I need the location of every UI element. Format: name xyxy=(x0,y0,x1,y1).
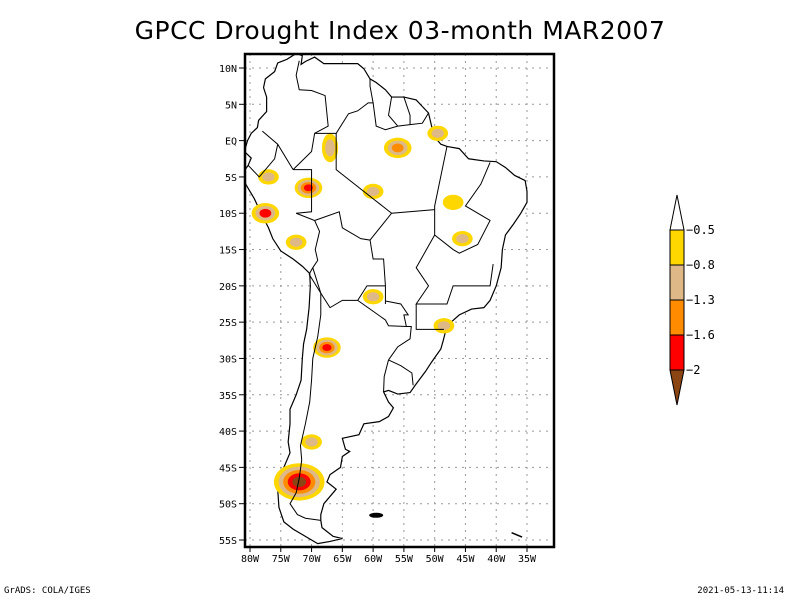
lat-tick-label: 55S xyxy=(219,536,237,547)
contour-level xyxy=(366,186,380,197)
drought-area-patagonia-north xyxy=(301,434,322,450)
lat-tick-label: 20S xyxy=(219,282,237,293)
lat-tick-label: 30S xyxy=(219,354,237,365)
drought-area-peru-central xyxy=(251,203,280,224)
south-america-land xyxy=(245,54,528,545)
lat-tick-label: EQ xyxy=(225,137,237,148)
border-line xyxy=(292,60,329,171)
drought-area-north-amazon xyxy=(321,133,339,163)
contour-level xyxy=(442,194,464,210)
drought-area-paraguay-chaco xyxy=(362,289,384,305)
falkland-islands xyxy=(369,512,384,518)
lon-tick-label: 35W xyxy=(518,554,537,565)
contour-level xyxy=(262,172,275,182)
longitude-axis: 80W 75W 70W 65W 60W 55W 50W 45W 40W 35W xyxy=(241,547,537,565)
lat-tick-label: 15S xyxy=(219,246,237,257)
lat-tick-label: 50S xyxy=(219,500,237,511)
country-borders xyxy=(247,60,523,538)
border-line xyxy=(415,234,494,305)
legend-label: −1.6 xyxy=(686,328,715,342)
border-line xyxy=(434,146,491,254)
border-line xyxy=(335,133,392,214)
drought-area-bahia-west xyxy=(452,230,473,247)
drought-area-amazon-east xyxy=(362,183,384,200)
contour-level xyxy=(289,237,303,247)
contour-level xyxy=(431,128,444,138)
lon-tick-label: 45W xyxy=(456,554,475,565)
lon-tick-label: 70W xyxy=(303,554,322,565)
lon-tick-label: 55W xyxy=(395,554,414,565)
legend-bin xyxy=(669,334,685,371)
border-line xyxy=(314,78,374,134)
drought-area-santa-catarina xyxy=(433,318,455,334)
legend-bin-top xyxy=(669,194,685,231)
border-line xyxy=(383,359,389,392)
lat-tick-label: 40S xyxy=(219,427,237,438)
contour-level xyxy=(366,292,380,302)
legend-label: −0.8 xyxy=(686,258,715,272)
lat-tick-label: 35S xyxy=(219,391,237,402)
latitude-axis: 10N 5N EQ 5S 10S 15S 20S 25S 30S 35S 40S 45S 50S 55S xyxy=(219,64,245,547)
drought-area-central-amazon xyxy=(294,177,323,199)
drought-area-para-north xyxy=(383,137,412,159)
border-line xyxy=(387,96,399,127)
lon-tick-label: 60W xyxy=(364,554,383,565)
grads-credit: GrADS: COLA/IGES xyxy=(4,586,91,596)
drought-area-patagonia-south xyxy=(273,463,325,501)
south-georgia xyxy=(511,532,523,538)
colorbar-legend: −0.5 −0.8 −1.3 −1.6 −2 xyxy=(669,194,715,406)
legend-bin xyxy=(669,229,685,266)
drought-area-tocantins xyxy=(442,194,464,210)
contour-level xyxy=(292,476,307,488)
lon-tick-label: 65W xyxy=(333,554,352,565)
legend-bin xyxy=(669,299,685,336)
drought-area-argentina-nw xyxy=(313,337,341,358)
legend-bin xyxy=(669,264,685,301)
lat-tick-label: 10S xyxy=(219,209,237,220)
border-line xyxy=(247,144,279,178)
contour-level xyxy=(437,321,451,331)
map-frame xyxy=(243,52,556,549)
contour-level xyxy=(305,437,318,447)
drought-area-amapa xyxy=(427,125,449,142)
border-line xyxy=(403,96,411,125)
contour-level xyxy=(303,184,314,192)
legend-label: −2 xyxy=(686,363,700,377)
legend-label: −0.5 xyxy=(686,223,715,237)
border-line xyxy=(415,304,444,330)
lat-tick-label: 5S xyxy=(225,173,237,184)
legend-bin-bottom xyxy=(669,369,685,406)
lat-tick-label: 10N xyxy=(219,64,237,75)
lat-tick-label: 5N xyxy=(225,100,237,111)
drought-contours xyxy=(251,125,473,501)
coastline xyxy=(245,54,528,545)
contour-level xyxy=(391,143,404,153)
border-line xyxy=(388,359,414,386)
border-line xyxy=(289,273,322,521)
map-title: GPCC Drought Index 03-month MAR2007 xyxy=(134,16,666,45)
contour-level xyxy=(456,234,469,244)
contour-level xyxy=(322,344,332,351)
lat-tick-label: 25S xyxy=(219,318,237,329)
lat-tick-label: 45S xyxy=(219,463,237,474)
border-line xyxy=(388,326,412,361)
border-line xyxy=(293,169,321,275)
lon-tick-label: 75W xyxy=(272,554,291,565)
timestamp: 2021-05-13-11:14 xyxy=(697,586,784,596)
lon-tick-label: 50W xyxy=(426,554,445,565)
drought-area-peru-south xyxy=(285,234,307,250)
contour-level xyxy=(325,139,335,157)
lon-tick-label: 40W xyxy=(487,554,506,565)
contour-level xyxy=(259,208,272,218)
legend-label: −1.3 xyxy=(686,293,715,307)
drought-area-peru-north xyxy=(258,169,279,185)
lon-tick-label: 80W xyxy=(241,554,260,565)
